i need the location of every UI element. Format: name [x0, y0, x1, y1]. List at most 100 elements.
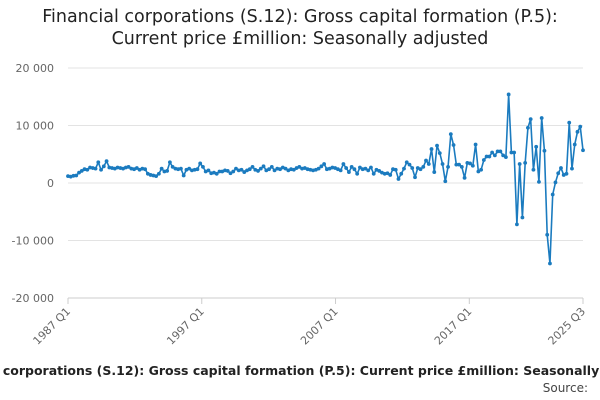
data-point[interactable] — [156, 171, 161, 176]
data-point[interactable] — [101, 164, 106, 169]
data-point[interactable] — [550, 192, 555, 197]
data-point[interactable] — [201, 165, 205, 169]
data-point[interactable] — [418, 167, 423, 172]
data-point[interactable] — [426, 162, 431, 166]
data-point[interactable] — [534, 144, 539, 149]
data-point[interactable] — [435, 143, 439, 148]
data-point[interactable] — [570, 166, 574, 171]
data-point[interactable] — [267, 167, 271, 172]
data-point[interactable] — [542, 148, 547, 153]
data-point[interactable] — [575, 129, 580, 134]
data-point[interactable] — [195, 167, 200, 172]
data-point[interactable] — [316, 166, 321, 171]
data-point[interactable] — [520, 215, 525, 220]
data-point[interactable] — [338, 168, 343, 173]
data-point[interactable] — [476, 169, 481, 174]
data-point[interactable] — [446, 165, 450, 169]
data-point[interactable] — [559, 166, 563, 170]
data-point[interactable] — [347, 170, 351, 174]
data-point[interactable] — [341, 162, 346, 166]
data-point[interactable] — [572, 142, 577, 147]
data-point[interactable] — [556, 171, 561, 176]
data-point[interactable] — [487, 154, 492, 159]
data-point[interactable] — [495, 149, 500, 154]
data-point[interactable] — [470, 163, 475, 168]
data-point[interactable] — [85, 167, 90, 172]
data-point[interactable] — [443, 179, 448, 184]
data-point[interactable] — [512, 150, 517, 155]
data-point[interactable] — [457, 162, 461, 167]
data-point[interactable] — [506, 92, 511, 97]
data-point[interactable] — [402, 166, 406, 171]
data-point[interactable] — [421, 165, 426, 169]
data-point[interactable] — [242, 170, 247, 174]
data-point[interactable] — [537, 179, 541, 184]
data-point[interactable] — [170, 165, 175, 169]
data-point[interactable] — [498, 149, 503, 154]
data-point[interactable] — [484, 154, 489, 159]
data-point[interactable] — [250, 165, 255, 169]
data-point[interactable] — [517, 162, 522, 166]
data-point[interactable] — [503, 155, 508, 160]
data-point[interactable] — [319, 164, 324, 169]
data-point[interactable] — [437, 151, 442, 156]
data-point[interactable] — [234, 166, 238, 171]
data-point[interactable] — [217, 169, 222, 174]
data-point[interactable] — [388, 173, 393, 177]
data-point[interactable] — [448, 132, 453, 137]
data-point[interactable] — [432, 170, 437, 174]
data-point[interactable] — [198, 161, 203, 166]
data-point[interactable] — [206, 168, 211, 173]
data-point[interactable] — [567, 120, 572, 125]
data-point[interactable] — [459, 165, 464, 169]
data-point[interactable] — [468, 161, 472, 166]
data-point[interactable] — [79, 169, 84, 173]
data-point[interactable] — [322, 162, 327, 166]
data-point[interactable] — [134, 166, 139, 170]
data-point[interactable] — [214, 171, 219, 176]
data-point[interactable] — [154, 174, 159, 179]
data-point[interactable] — [278, 167, 282, 172]
data-point[interactable] — [256, 169, 260, 173]
data-point[interactable] — [239, 167, 244, 172]
data-point[interactable] — [490, 150, 495, 155]
data-point[interactable] — [462, 175, 467, 180]
data-point[interactable] — [564, 171, 569, 176]
data-point[interactable] — [179, 166, 183, 171]
data-point[interactable] — [539, 116, 544, 120]
data-point[interactable] — [581, 148, 585, 153]
data-point[interactable] — [396, 177, 401, 181]
data-point[interactable] — [126, 165, 131, 169]
data-point[interactable] — [363, 166, 368, 171]
data-point[interactable] — [407, 162, 412, 167]
data-point[interactable] — [225, 169, 230, 173]
data-point[interactable] — [297, 165, 302, 169]
data-point[interactable] — [228, 171, 233, 176]
data-point[interactable] — [349, 165, 354, 169]
data-point[interactable] — [509, 150, 514, 155]
data-point[interactable] — [291, 167, 296, 172]
data-point[interactable] — [99, 167, 103, 172]
data-point[interactable] — [545, 232, 550, 237]
data-point[interactable] — [523, 160, 528, 165]
data-point[interactable] — [269, 165, 274, 169]
data-point[interactable] — [371, 171, 376, 176]
data-point[interactable] — [492, 153, 497, 158]
data-point[interactable] — [344, 166, 349, 170]
data-point[interactable] — [369, 165, 373, 170]
data-point[interactable] — [93, 166, 98, 171]
data-point[interactable] — [479, 167, 483, 172]
data-point[interactable] — [261, 164, 266, 169]
data-point[interactable] — [399, 171, 404, 176]
data-point[interactable] — [159, 166, 164, 171]
data-point[interactable] — [528, 117, 533, 122]
data-point[interactable] — [355, 171, 360, 176]
data-point[interactable] — [366, 168, 371, 173]
data-point[interactable] — [393, 167, 398, 172]
data-point[interactable] — [165, 169, 170, 173]
data-point[interactable] — [358, 165, 362, 170]
data-point[interactable] — [231, 169, 236, 174]
data-point[interactable] — [404, 160, 409, 165]
data-point[interactable] — [77, 170, 81, 175]
data-point[interactable] — [74, 173, 79, 178]
